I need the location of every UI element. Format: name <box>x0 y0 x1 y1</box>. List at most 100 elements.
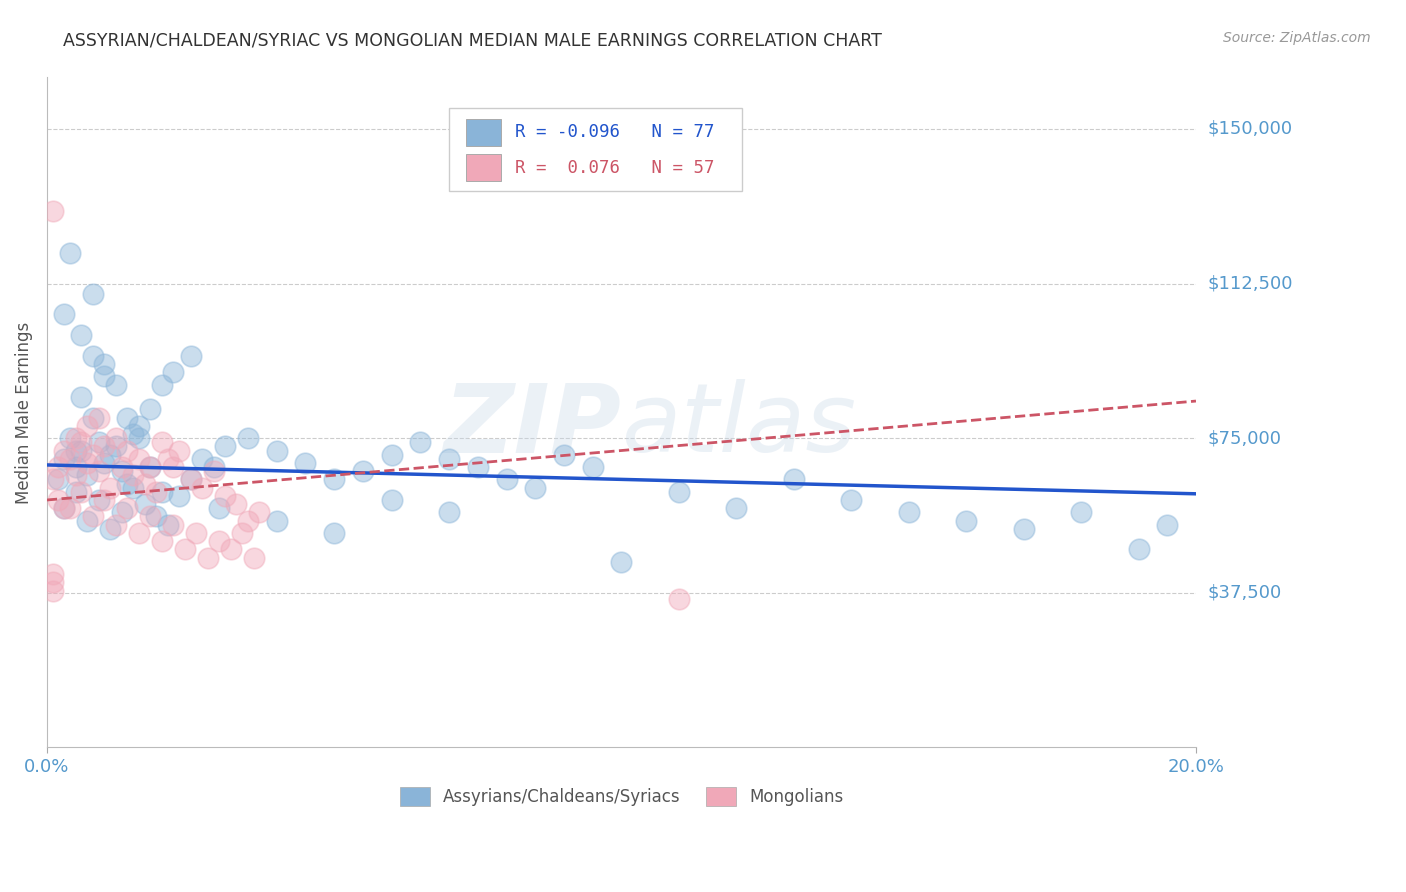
Point <box>53 501 76 516</box>
Point <box>897 505 920 519</box>
Text: R =  0.076   N = 57: R = 0.076 N = 57 <box>515 159 714 177</box>
Point <box>139 509 162 524</box>
Point <box>65 468 87 483</box>
Point <box>162 517 184 532</box>
Point <box>128 431 150 445</box>
Point <box>82 509 104 524</box>
Point <box>186 526 208 541</box>
Point <box>41 575 63 590</box>
Point <box>117 476 139 491</box>
Point <box>323 472 346 486</box>
Point <box>87 493 110 508</box>
Text: Source: ZipAtlas.com: Source: ZipAtlas.com <box>1223 31 1371 45</box>
Point <box>249 505 271 519</box>
Point <box>104 431 127 445</box>
Text: $75,000: $75,000 <box>1208 429 1281 447</box>
Point <box>53 501 76 516</box>
Point <box>110 460 132 475</box>
Point <box>610 555 633 569</box>
Point <box>110 464 132 478</box>
Point <box>323 526 346 541</box>
Point <box>76 418 98 433</box>
Point <box>65 431 87 445</box>
Point <box>167 443 190 458</box>
Point <box>231 526 253 541</box>
Point <box>117 443 139 458</box>
Point <box>495 472 517 486</box>
Point <box>53 308 76 322</box>
Point <box>839 493 862 508</box>
Point <box>173 542 195 557</box>
Point <box>59 431 82 445</box>
Point <box>1156 517 1178 532</box>
Point <box>70 484 93 499</box>
Point <box>202 460 225 475</box>
Legend: Assyrians/Chaldeans/Syriacs, Mongolians: Assyrians/Chaldeans/Syriacs, Mongolians <box>394 780 849 813</box>
Point <box>134 497 156 511</box>
Point <box>128 418 150 433</box>
Point <box>242 550 264 565</box>
Point <box>139 460 162 475</box>
Point <box>104 517 127 532</box>
Point <box>139 402 162 417</box>
Point <box>65 484 87 499</box>
Text: ZIP: ZIP <box>443 379 621 472</box>
Point <box>668 484 690 499</box>
Point <box>150 534 173 549</box>
Point <box>53 451 76 466</box>
Point <box>70 435 93 450</box>
Point <box>76 456 98 470</box>
Text: $150,000: $150,000 <box>1208 120 1292 138</box>
Point <box>236 514 259 528</box>
Point <box>53 443 76 458</box>
Point <box>162 365 184 379</box>
Point <box>139 460 162 475</box>
Point <box>134 476 156 491</box>
Point <box>180 472 202 486</box>
Point <box>524 481 547 495</box>
Point <box>59 501 82 516</box>
Point <box>725 501 748 516</box>
Point <box>110 505 132 519</box>
Point <box>219 542 242 557</box>
Point <box>208 534 231 549</box>
Point <box>98 522 121 536</box>
Point <box>122 481 145 495</box>
Point <box>381 493 404 508</box>
Point <box>104 377 127 392</box>
Point <box>87 410 110 425</box>
Point <box>98 448 121 462</box>
Point <box>197 550 219 565</box>
Point <box>145 484 167 499</box>
Point <box>150 435 173 450</box>
Point <box>93 456 115 470</box>
Point <box>783 472 806 486</box>
FancyBboxPatch shape <box>449 108 742 191</box>
Point <box>208 501 231 516</box>
Point <box>104 439 127 453</box>
Point <box>70 443 93 458</box>
Point <box>202 464 225 478</box>
Point <box>48 493 70 508</box>
Point <box>352 464 374 478</box>
Point <box>156 517 179 532</box>
Bar <box>467 154 501 181</box>
Point <box>437 451 460 466</box>
Point <box>1012 522 1035 536</box>
Point <box>156 451 179 466</box>
Text: ASSYRIAN/CHALDEAN/SYRIAC VS MONGOLIAN MEDIAN MALE EARNINGS CORRELATION CHART: ASSYRIAN/CHALDEAN/SYRIAC VS MONGOLIAN ME… <box>63 31 882 49</box>
Point <box>87 464 110 478</box>
Point <box>437 505 460 519</box>
Point <box>98 481 121 495</box>
Y-axis label: Median Male Earnings: Median Male Earnings <box>15 321 32 503</box>
Point <box>93 439 115 453</box>
Text: $37,500: $37,500 <box>1208 583 1281 602</box>
Point <box>93 369 115 384</box>
Point <box>582 460 605 475</box>
Text: atlas: atlas <box>621 379 856 472</box>
Point <box>76 468 98 483</box>
Point <box>87 435 110 450</box>
Point <box>214 439 236 453</box>
Point <box>266 443 288 458</box>
Point <box>409 435 432 450</box>
